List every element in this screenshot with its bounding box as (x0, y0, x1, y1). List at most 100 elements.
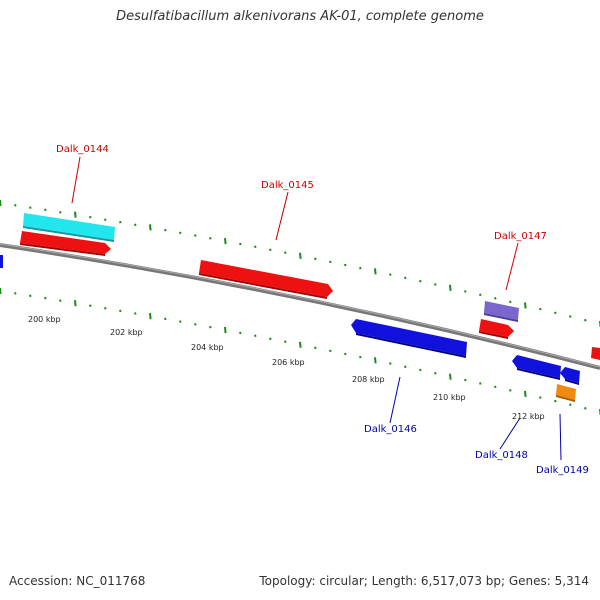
gene-label-dalk-0145[interactable]: Dalk_0145 (261, 180, 314, 191)
minor-tick (389, 273, 392, 276)
minor-tick (239, 331, 242, 335)
major-tick (224, 238, 227, 245)
minor-tick (509, 300, 512, 304)
minor-tick (344, 352, 347, 356)
axis-label-204kbp: 204 kbp (191, 343, 224, 352)
minor-tick (554, 311, 557, 315)
gene-label-dalk-0146[interactable]: Dalk_0146 (364, 424, 417, 435)
minor-tick (344, 263, 347, 267)
minor-tick (569, 315, 572, 318)
axis-label-202kbp: 202 kbp (110, 328, 143, 337)
minor-tick (329, 349, 332, 353)
label-leader-lines (71, 156, 562, 461)
gene-feature-dalk-0145[interactable] (199, 260, 333, 297)
gene-label-dalk-0147[interactable]: Dalk_0147 (494, 231, 547, 242)
gene-shadow (565, 379, 579, 385)
gene-shadow (20, 243, 105, 256)
minor-tick (464, 290, 467, 293)
gene-feature[interactable] (0, 255, 3, 268)
major-tick (149, 224, 152, 231)
minor-tick (584, 318, 587, 322)
gene-shadow (356, 333, 466, 358)
minor-tick (14, 204, 17, 207)
gene-feature-dalk-0148[interactable] (512, 355, 561, 378)
gene-feature-dalk-0147-hyp[interactable] (484, 301, 519, 320)
gene-shadow (517, 368, 560, 380)
minor-tick (179, 231, 182, 235)
major-tick (224, 326, 227, 334)
minor-tick (359, 355, 362, 359)
minor-tick (254, 334, 257, 338)
gene-label-dalk-0144[interactable]: Dalk_0144 (56, 144, 109, 155)
minor-tick (539, 307, 542, 311)
gene-feature-dalk-0146[interactable] (351, 319, 467, 356)
axis-labels: 200 kbp 202 kbp 204 kbp 206 kbp 208 kbp … (28, 315, 545, 421)
minor-tick (584, 407, 587, 410)
major-tick (449, 284, 452, 291)
gene-shadow (23, 226, 114, 242)
minor-tick (164, 228, 167, 232)
gene-shadow (484, 313, 518, 322)
minor-tick (119, 220, 122, 224)
minor-tick (494, 297, 497, 300)
minor-tick (209, 237, 212, 240)
major-tick (524, 390, 527, 397)
minor-tick (269, 337, 272, 341)
minor-tick (164, 317, 167, 321)
minor-tick (419, 368, 422, 372)
minor-tick (464, 378, 467, 382)
minor-tick (59, 299, 62, 302)
major-tick (299, 341, 302, 348)
minor-tick (284, 251, 287, 254)
minor-tick (479, 293, 482, 297)
gene-feature-dalk-0147[interactable] (479, 319, 514, 337)
major-tick (524, 302, 527, 309)
accession-text: Accession: NC_011768 (9, 574, 146, 588)
minor-tick (104, 307, 107, 310)
minor-tick (404, 365, 407, 369)
major-tick (449, 373, 452, 380)
axis-label-212kbp: 212 kbp (512, 412, 545, 421)
minor-tick (14, 292, 17, 295)
minor-tick (359, 266, 362, 270)
minor-tick (434, 283, 437, 286)
genome-backbone (0, 243, 600, 370)
gene-shadow (199, 273, 327, 299)
axis-label-206kbp: 206 kbp (272, 358, 305, 367)
gene-labels: Dalk_0144 Dalk_0145 Dalk_0146 Dalk_0147 … (56, 144, 589, 476)
minor-tick (194, 323, 197, 326)
minor-tick (329, 260, 332, 264)
major-tick (374, 357, 377, 364)
map-title: Desulfatibacillum alkenivorans AK-01, co… (116, 9, 484, 24)
minor-tick (569, 403, 572, 406)
tick-marks (0, 199, 600, 416)
major-tick (149, 313, 152, 320)
minor-tick (314, 257, 317, 261)
minor-tick (29, 294, 32, 298)
gene-shadow (556, 395, 575, 402)
minor-tick (404, 276, 407, 280)
gene-shadow (479, 331, 508, 339)
minor-tick (239, 242, 242, 246)
gene-label-dalk-0149[interactable]: Dalk_0149 (536, 465, 589, 476)
gene-feature-dalk-0149[interactable] (556, 384, 576, 400)
gene-feature-dalk-0144-rna[interactable] (23, 213, 115, 240)
major-tick (374, 268, 377, 275)
minor-tick (209, 325, 212, 329)
gene-label-dalk-0148[interactable]: Dalk_0148 (475, 450, 528, 461)
major-tick (0, 199, 2, 207)
minor-tick (194, 234, 197, 237)
minor-tick (539, 396, 542, 399)
minor-tick (494, 385, 497, 389)
major-tick (0, 287, 2, 295)
gene-feature[interactable] (591, 347, 600, 360)
minor-tick (134, 223, 137, 227)
gene-feature-dalk-0144[interactable] (20, 231, 111, 254)
major-tick (74, 300, 77, 307)
gene-features (0, 213, 600, 402)
axis-label-210kbp: 210 kbp (433, 393, 466, 402)
major-tick (74, 211, 77, 218)
minor-tick (314, 346, 317, 350)
minor-tick (119, 309, 122, 313)
